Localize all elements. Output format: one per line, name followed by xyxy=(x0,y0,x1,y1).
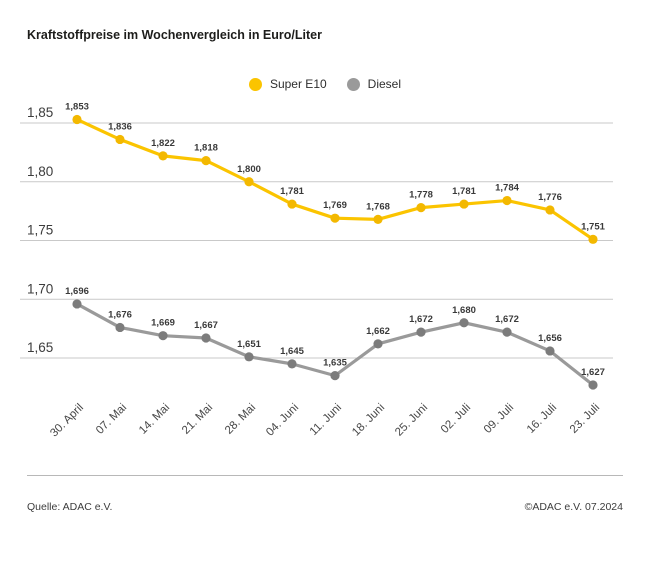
super-e10-data-point xyxy=(373,214,383,224)
x-axis-label: 14. Mai xyxy=(137,402,172,437)
diesel-dot-icon xyxy=(346,77,360,91)
diesel-value-label: 1,667 xyxy=(194,320,218,331)
diesel-value-label: 1,635 xyxy=(323,358,347,369)
diesel-data-point xyxy=(201,333,211,343)
x-axis-label: 11. Juni xyxy=(308,402,344,438)
super-e10-value-label: 1,853 xyxy=(65,101,89,112)
diesel-value-label: 1,669 xyxy=(151,318,175,329)
super-e10-value-label: 1,784 xyxy=(495,183,519,194)
diesel-data-point xyxy=(545,346,555,356)
super-e10-value-label: 1,781 xyxy=(280,186,304,197)
super-e10-data-point xyxy=(201,156,211,166)
diesel-value-label: 1,672 xyxy=(409,314,433,325)
super-e10-data-point xyxy=(545,205,555,215)
x-axis-label: 28. Mai xyxy=(223,402,258,437)
x-axis-label: 23. Juli xyxy=(568,402,602,436)
diesel-data-point xyxy=(459,318,469,328)
x-axis-label: 30. April xyxy=(48,402,86,440)
x-axis-label: 21. Mai xyxy=(180,402,215,437)
y-axis-tick-label: 1,75 xyxy=(27,223,53,238)
diesel-value-label: 1,656 xyxy=(538,333,562,344)
super-e10-value-label: 1,778 xyxy=(409,190,433,201)
super-e10-data-point xyxy=(459,199,469,209)
diesel-data-point xyxy=(588,380,598,390)
legend-item-diesel: Diesel xyxy=(346,77,402,91)
legend-label-super-e10: Super E10 xyxy=(269,77,327,91)
diesel-data-point xyxy=(330,371,340,381)
x-axis-label: 18. Juni xyxy=(350,402,387,439)
diesel-value-label: 1,680 xyxy=(452,305,476,316)
super-e10-data-point xyxy=(502,195,512,206)
x-axis-label: 02. Juli xyxy=(439,402,473,436)
diesel-data-point xyxy=(244,352,254,362)
legend-label-diesel: Diesel xyxy=(367,77,402,91)
diesel-data-point xyxy=(373,339,383,349)
super-e10-dot-icon xyxy=(248,77,262,91)
x-axis-label: 25. Juni xyxy=(393,402,430,439)
diesel-value-label: 1,645 xyxy=(280,346,304,357)
diesel-data-point xyxy=(287,359,297,369)
footer-divider xyxy=(27,475,623,476)
diesel-value-label: 1,627 xyxy=(581,367,605,378)
super-e10-data-point xyxy=(244,177,254,187)
y-axis-tick-label: 1,85 xyxy=(27,105,53,120)
super-e10-data-point xyxy=(158,151,168,161)
x-axis-label: 07. Mai xyxy=(94,402,129,437)
super-e10-value-label: 1,818 xyxy=(194,143,218,154)
x-axis-label: 16. Juli xyxy=(525,402,559,436)
super-e10-value-label: 1,781 xyxy=(452,186,476,197)
source-note: Quelle: ADAC e.V. xyxy=(27,501,113,513)
legend-item-super-e10: Super E10 xyxy=(248,77,327,91)
chart-legend: Super E10 Diesel xyxy=(0,77,650,91)
diesel-value-label: 1,672 xyxy=(495,314,519,325)
super-e10-data-point xyxy=(287,199,297,209)
super-e10-data-point xyxy=(588,234,598,244)
super-e10-value-label: 1,836 xyxy=(108,121,132,132)
diesel-data-point xyxy=(502,327,512,337)
super-e10-value-label: 1,822 xyxy=(151,138,175,149)
super-e10-value-label: 1,800 xyxy=(237,164,261,175)
diesel-value-label: 1,676 xyxy=(108,309,132,320)
diesel-value-label: 1,662 xyxy=(366,326,390,337)
super-e10-data-point xyxy=(72,114,82,125)
super-e10-value-label: 1,776 xyxy=(538,192,562,203)
super-e10-value-label: 1,768 xyxy=(366,201,390,212)
x-axis-label: 04. Juni xyxy=(264,402,301,439)
diesel-value-label: 1,651 xyxy=(237,339,261,350)
diesel-value-label: 1,696 xyxy=(65,286,89,297)
page-title: Kraftstoffpreise im Wochenvergleich in E… xyxy=(27,28,322,42)
super-e10-data-point xyxy=(115,134,125,145)
super-e10-value-label: 1,751 xyxy=(581,221,605,232)
super-e10-value-label: 1,769 xyxy=(323,200,347,211)
y-axis-tick-label: 1,80 xyxy=(27,164,53,179)
diesel-data-point xyxy=(416,327,426,337)
x-axis-label: 09. Juli xyxy=(482,402,516,436)
y-axis-tick-label: 1,70 xyxy=(27,281,53,296)
super-e10-data-point xyxy=(416,203,426,213)
copyright-note: ©ADAC e.V. 07.2024 xyxy=(524,501,623,513)
diesel-data-point xyxy=(115,322,125,333)
diesel-data-point xyxy=(158,331,168,341)
y-axis-tick-label: 1,65 xyxy=(27,340,53,355)
super-e10-data-point xyxy=(330,213,340,223)
diesel-data-point xyxy=(72,299,82,309)
